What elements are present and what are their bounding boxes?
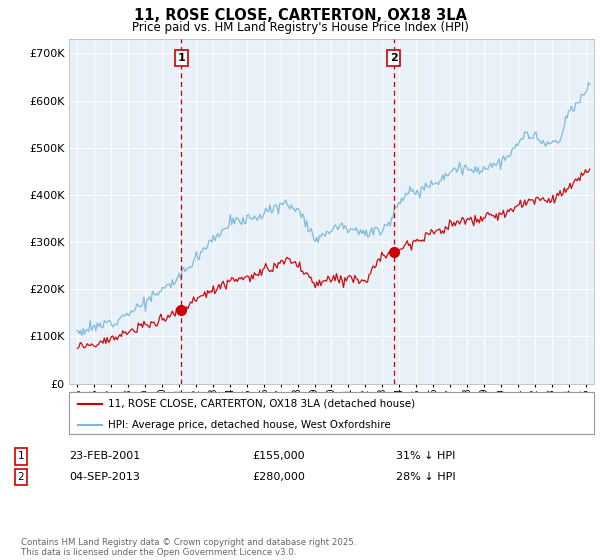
Text: £155,000: £155,000 xyxy=(252,451,305,461)
Text: 04-SEP-2013: 04-SEP-2013 xyxy=(69,472,140,482)
Text: Price paid vs. HM Land Registry's House Price Index (HPI): Price paid vs. HM Land Registry's House … xyxy=(131,21,469,34)
Text: 11, ROSE CLOSE, CARTERTON, OX18 3LA: 11, ROSE CLOSE, CARTERTON, OX18 3LA xyxy=(133,8,467,24)
Text: HPI: Average price, detached house, West Oxfordshire: HPI: Average price, detached house, West… xyxy=(108,420,391,430)
Text: 2: 2 xyxy=(17,472,25,482)
Text: 28% ↓ HPI: 28% ↓ HPI xyxy=(396,472,455,482)
Text: 23-FEB-2001: 23-FEB-2001 xyxy=(69,451,140,461)
Text: 2: 2 xyxy=(390,53,398,63)
Text: 1: 1 xyxy=(178,53,185,63)
Text: 1: 1 xyxy=(17,451,25,461)
Text: 31% ↓ HPI: 31% ↓ HPI xyxy=(396,451,455,461)
Text: £280,000: £280,000 xyxy=(252,472,305,482)
Text: Contains HM Land Registry data © Crown copyright and database right 2025.
This d: Contains HM Land Registry data © Crown c… xyxy=(21,538,356,557)
Text: 11, ROSE CLOSE, CARTERTON, OX18 3LA (detached house): 11, ROSE CLOSE, CARTERTON, OX18 3LA (det… xyxy=(108,399,415,409)
